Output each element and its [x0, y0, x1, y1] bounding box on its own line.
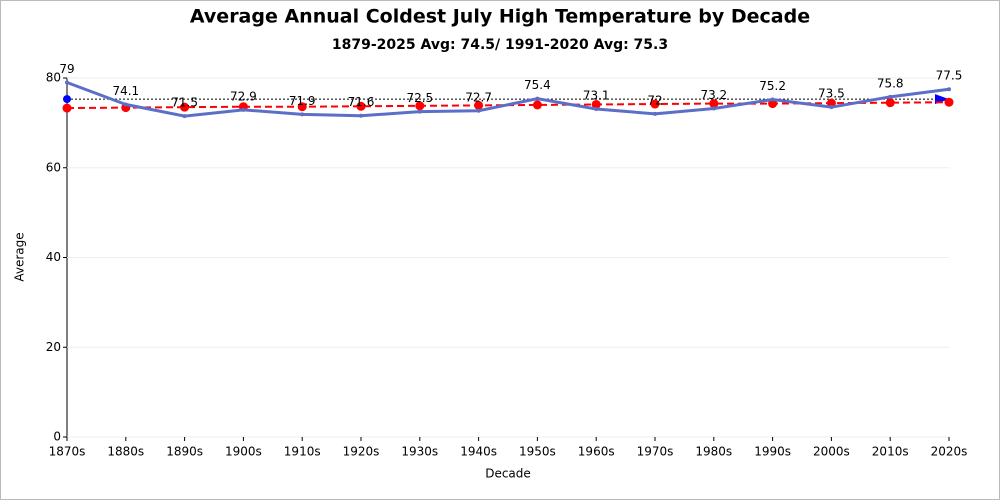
trend-point	[885, 98, 895, 108]
y-tick-label: 0	[53, 430, 61, 444]
data-label: 77.5	[936, 69, 963, 83]
x-tick-label: 2000s	[813, 445, 850, 459]
data-label: 75.8	[877, 76, 904, 90]
data-point	[535, 96, 540, 101]
data-point	[417, 109, 422, 114]
data-point	[359, 113, 363, 118]
trend-point	[709, 99, 719, 109]
data-label: 71.9	[289, 94, 316, 108]
data-point	[829, 105, 834, 110]
data-label: 71.5	[171, 96, 198, 110]
trend-point	[415, 101, 425, 111]
x-tick-label: 2010s	[872, 445, 909, 459]
x-tick-label: 1980s	[695, 445, 732, 459]
x-tick-label: 1880s	[107, 445, 144, 459]
x-tick-label: 1960s	[578, 445, 615, 459]
data-label: 72.9	[230, 89, 257, 103]
data-label: 75.2	[759, 79, 786, 93]
chart-title: Average Annual Coldest July High Tempera…	[190, 6, 810, 28]
x-tick-label: 1930s	[401, 445, 438, 459]
data-label: 75.4	[524, 78, 551, 92]
data-point	[711, 106, 716, 111]
x-tick-label: 1890s	[166, 445, 203, 459]
x-tick-label: 1910s	[284, 445, 321, 459]
y-tick-label: 20	[46, 340, 61, 354]
data-point	[888, 94, 893, 99]
trend-point	[650, 99, 660, 109]
x-tick-label: 1920s	[343, 445, 380, 459]
data-point	[476, 108, 481, 113]
chart-subtitle: 1879-2025 Avg: 74.5/ 1991-2020 Avg: 75.3	[332, 37, 668, 53]
trend-point	[180, 102, 190, 112]
reference-start	[63, 95, 71, 104]
x-tick-label: 2020s	[931, 445, 968, 459]
data-point	[300, 112, 305, 117]
y-tick-label: 80	[46, 71, 61, 85]
data-point	[182, 114, 187, 119]
x-tick-label: 1970s	[637, 445, 674, 459]
trend-point	[297, 102, 307, 112]
data-label: 72.5	[406, 91, 433, 105]
data-point	[594, 106, 599, 111]
trend-point	[474, 100, 484, 110]
x-tick-label: 1990s	[754, 445, 791, 459]
data-point	[770, 97, 775, 102]
data-label: 73.5	[818, 87, 845, 101]
trend-point	[532, 100, 542, 110]
data-label: 73.1	[583, 88, 610, 102]
y-tick-label: 40	[46, 250, 61, 264]
trend-point	[944, 97, 954, 107]
x-tick-label: 1940s	[460, 445, 497, 459]
data-point	[123, 102, 128, 107]
x-tick-label: 1900s	[225, 445, 262, 459]
data-point	[947, 87, 951, 92]
data-label: 73.2	[700, 88, 727, 102]
x-axis-label: Decade	[485, 467, 531, 481]
data-point	[653, 111, 657, 116]
data-label: 74.1	[112, 84, 139, 98]
data-label: 72	[647, 93, 662, 107]
trend-point	[62, 103, 72, 113]
data-line	[66, 81, 950, 118]
y-axis-label: Average	[13, 232, 27, 281]
trend-point	[591, 99, 601, 109]
trend-point	[356, 101, 366, 111]
y-tick-label: 60	[46, 160, 61, 174]
data-label: 79	[59, 62, 74, 76]
data-point	[65, 80, 69, 85]
x-tick-label: 1870s	[49, 445, 86, 459]
data-point	[241, 107, 246, 112]
data-label: 71.6	[348, 95, 375, 109]
x-tick-label: 1950s	[519, 445, 556, 459]
data-label: 72.7	[465, 90, 492, 104]
